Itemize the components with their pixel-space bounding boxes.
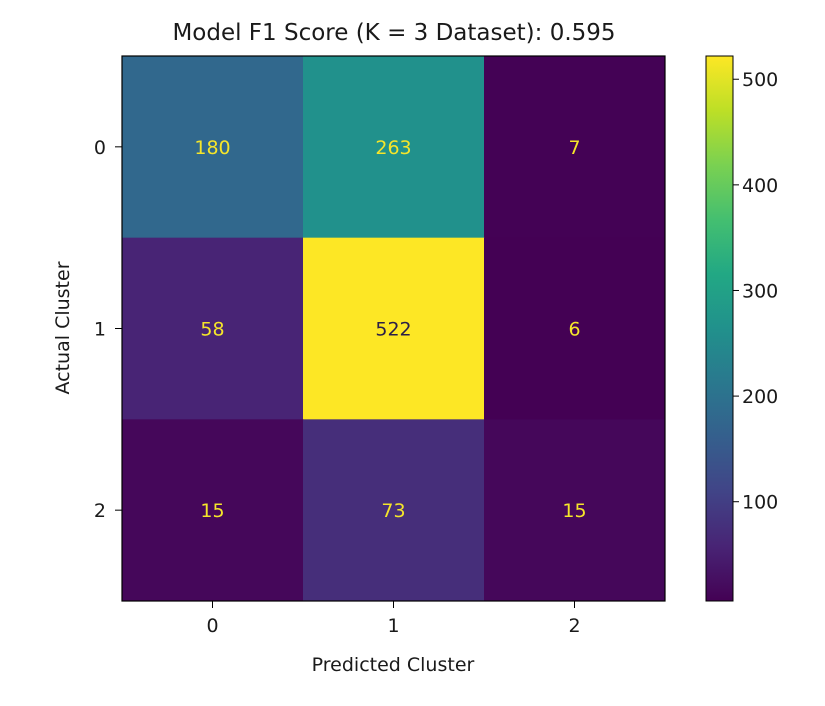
colorbar-ticks: 100 200 300 400 500 xyxy=(733,69,778,514)
heatmap-cell-1-0 xyxy=(122,237,304,420)
heatmap-cell-0-1 xyxy=(303,56,485,239)
heatmap-cell-2-2 xyxy=(484,419,666,602)
y-tick-label-1: 1 xyxy=(94,319,106,341)
colorbar-tick-label-3: 400 xyxy=(742,175,778,197)
cell-value-0-0: 180 xyxy=(194,137,230,159)
colorbar-tick-label-1: 200 xyxy=(742,386,778,408)
cell-value-2-0: 15 xyxy=(200,500,224,522)
heatmap-cell-1-1 xyxy=(303,237,485,420)
heatmap-cell-0-0 xyxy=(122,56,304,239)
x-axis-ticks: 0 1 2 xyxy=(206,601,581,637)
y-tick-label-2: 2 xyxy=(94,500,106,522)
cell-value-1-1: 522 xyxy=(375,319,411,341)
x-tick-label-1: 1 xyxy=(387,615,399,637)
cell-value-2-1: 73 xyxy=(381,500,405,522)
x-tick-label-2: 2 xyxy=(568,615,580,637)
colorbar-tick-label-4: 500 xyxy=(742,69,778,91)
y-axis-label: Actual Cluster xyxy=(52,261,74,394)
heatmap-cells xyxy=(122,56,666,602)
heatmap-cell-2-0 xyxy=(122,419,304,602)
y-axis-ticks: 0 1 2 xyxy=(94,137,122,522)
cell-annotations: 180 263 7 58 522 6 15 73 15 xyxy=(194,137,586,522)
chart-title: Model F1 Score (K = 3 Dataset): 0.595 xyxy=(172,20,615,46)
x-axis-label: Predicted Cluster xyxy=(312,654,475,676)
colorbar-tick-label-2: 300 xyxy=(742,280,778,302)
y-tick-label-0: 0 xyxy=(94,137,106,159)
colorbar-tick-label-0: 100 xyxy=(742,492,778,514)
x-tick-label-0: 0 xyxy=(206,615,218,637)
heatmap-cell-0-2 xyxy=(484,56,666,239)
heatmap-cell-1-2 xyxy=(484,237,666,420)
cell-value-1-2: 6 xyxy=(568,319,580,341)
cell-value-0-1: 263 xyxy=(375,137,411,159)
colorbar xyxy=(705,55,734,602)
heatmap-cell-2-1 xyxy=(303,419,485,602)
cell-value-0-2: 7 xyxy=(568,137,580,159)
cell-value-1-0: 58 xyxy=(200,319,224,341)
cell-value-2-2: 15 xyxy=(562,500,586,522)
